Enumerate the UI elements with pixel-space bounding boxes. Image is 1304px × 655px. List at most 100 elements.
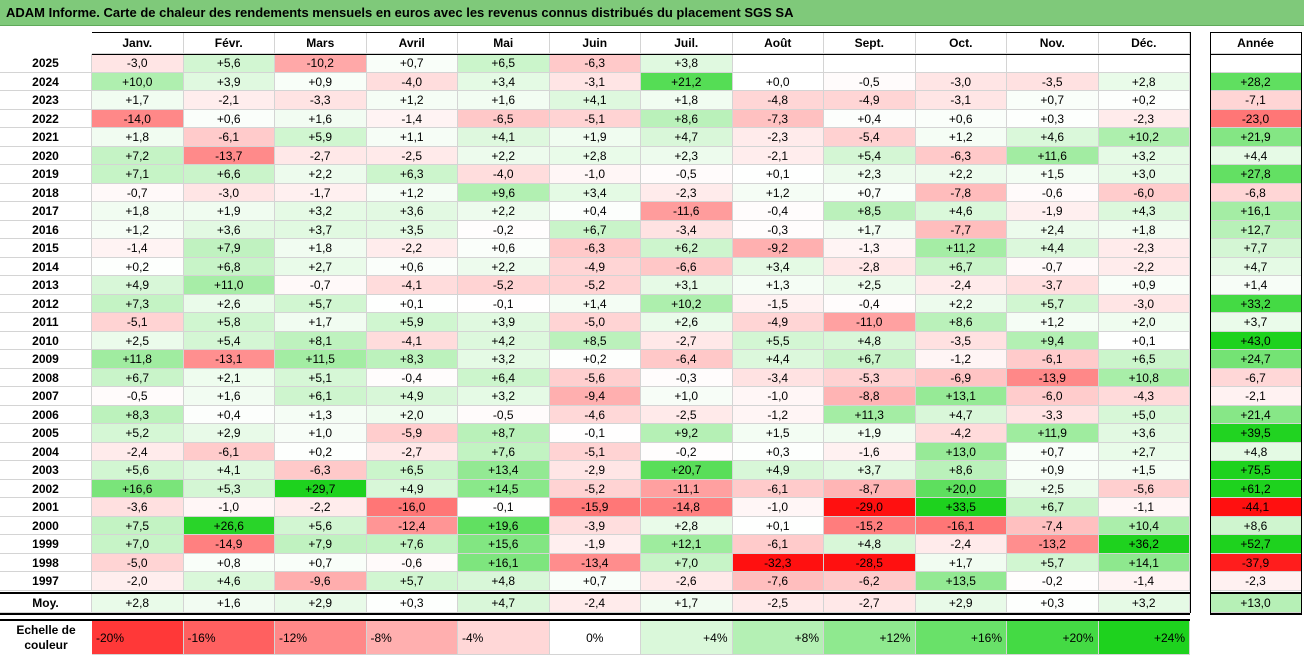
heatmap-cell: -6,4: [641, 350, 733, 369]
heatmap-cell: +2,8: [641, 516, 733, 535]
heatmap-cell: -2,5: [366, 146, 458, 165]
heatmap-cell: +4,8: [458, 572, 550, 591]
scale-swatch: +20%: [1007, 620, 1099, 655]
heatmap-cell: +0,8: [183, 553, 275, 572]
heatmap-cell: +20,7: [641, 461, 733, 480]
average-cell: +0,3: [1007, 592, 1099, 613]
year-label: 2021: [0, 128, 92, 147]
heatmap-cell: +2,5: [824, 276, 916, 295]
heatmap-cell: +1,8: [92, 202, 184, 221]
heatmap-cell: -0,3: [732, 220, 824, 239]
annual-cell: +16,1: [1210, 202, 1302, 221]
heatmap-cell: [1007, 54, 1099, 73]
heatmap-cell: -14,9: [183, 535, 275, 554]
heatmap-cell: +8,5: [549, 331, 641, 350]
heatmap-cell: +4,6: [1007, 128, 1099, 147]
heatmap-cell: +2,0: [1098, 313, 1190, 332]
heatmap-cell: +6,5: [458, 54, 550, 73]
heatmap-cell: -6,1: [732, 479, 824, 498]
heatmap-cell: +5,5: [732, 331, 824, 350]
heatmap-cell: -1,2: [915, 350, 1007, 369]
heatmap-cell: -5,3: [824, 368, 916, 387]
heatmap-cell: -6,2: [824, 572, 916, 591]
heatmap-cell: +2,5: [92, 331, 184, 350]
month-header: Avril: [366, 32, 458, 54]
heatmap-cell: +2,2: [458, 257, 550, 276]
month-header: Janv.: [92, 32, 184, 54]
average-cell: +1,7: [641, 592, 733, 613]
heatmap-cell: +6,6: [183, 165, 275, 184]
heatmap-cell: -0,7: [275, 276, 367, 295]
heatmap-cell: -0,7: [92, 183, 184, 202]
heatmap-cell: +4,1: [458, 128, 550, 147]
heatmap-cell: -3,0: [1098, 294, 1190, 313]
heatmap-cell: +1,2: [1007, 313, 1099, 332]
heatmap-cell: +8,6: [915, 461, 1007, 480]
heatmap-cell: +1,7: [92, 91, 184, 110]
heatmap-cell: +4,6: [183, 572, 275, 591]
heatmap-cell: -13,4: [549, 553, 641, 572]
average-cell: +1,6: [183, 592, 275, 613]
heatmap-cell: -6,3: [275, 461, 367, 480]
heatmap-cell: -1,0: [183, 498, 275, 517]
heatmap-cell: +3,2: [458, 387, 550, 406]
heatmap-cell: -0,2: [458, 220, 550, 239]
heatmap-cell: +6,3: [366, 165, 458, 184]
heatmap-cell: -7,6: [732, 572, 824, 591]
heatmap-cell: +21,2: [641, 72, 733, 91]
heatmap-cell: +0,1: [366, 294, 458, 313]
year-label: 2003: [0, 461, 92, 480]
annual-cell: +33,2: [1210, 294, 1302, 313]
heatmap-cell: +5,8: [183, 313, 275, 332]
heatmap-cell: +1,7: [275, 313, 367, 332]
heatmap-cell: -4,0: [366, 72, 458, 91]
heatmap-cell: +6,7: [824, 350, 916, 369]
heatmap-cell: +5,2: [92, 424, 184, 443]
heatmap-cell: +8,3: [92, 405, 184, 424]
heatmap-cell: -6,3: [549, 239, 641, 258]
heatmap-cell: +16,1: [458, 553, 550, 572]
heatmap-cell: +1,2: [366, 91, 458, 110]
heatmap-cell: -9,6: [275, 572, 367, 591]
scale-swatch: -20%: [92, 620, 184, 655]
heatmap-cell: +8,6: [641, 109, 733, 128]
heatmap-cell: +3,4: [458, 72, 550, 91]
page-title: ADAM Informe. Carte de chaleur des rende…: [0, 0, 1304, 26]
year-label: 2022: [0, 109, 92, 128]
heatmap-cell: +0,4: [824, 109, 916, 128]
annual-cell: +24,7: [1210, 350, 1302, 369]
heatmap-cell: +2,6: [183, 294, 275, 313]
month-header: Sept.: [824, 32, 916, 54]
heatmap-cell: +13,1: [915, 387, 1007, 406]
heatmap-cell: -0,5: [641, 165, 733, 184]
heatmap-cell: +3,8: [641, 54, 733, 73]
heatmap-cell: -0,6: [1007, 183, 1099, 202]
heatmap-cell: +5,1: [275, 368, 367, 387]
heatmap-cell: +1,5: [732, 424, 824, 443]
heatmap-cell: +1,9: [824, 424, 916, 443]
heatmap-cell: -0,6: [366, 553, 458, 572]
year-label: 2018: [0, 183, 92, 202]
heatmap-cell: -2,4: [92, 442, 184, 461]
heatmap-cell: +5,4: [824, 146, 916, 165]
annual-cell: +12,7: [1210, 220, 1302, 239]
annual-cell: +28,2: [1210, 72, 1302, 91]
heatmap-cell: +7,6: [366, 535, 458, 554]
heatmap-cell: +1,2: [732, 183, 824, 202]
heatmap-cell: +5,7: [1007, 294, 1099, 313]
heatmap-cell: +4,7: [915, 405, 1007, 424]
heatmap-cell: +0,2: [275, 442, 367, 461]
year-label: 2004: [0, 442, 92, 461]
heatmap-cell: +3,5: [366, 220, 458, 239]
heatmap-cell: -9,2: [732, 239, 824, 258]
year-label: 2023: [0, 91, 92, 110]
heatmap-cell: +1,6: [275, 109, 367, 128]
heatmap-cell: +1,0: [275, 424, 367, 443]
heatmap-cell: -0,5: [824, 72, 916, 91]
heatmap-cell: -7,4: [1007, 516, 1099, 535]
annual-header: Année: [1210, 32, 1302, 54]
month-header: Déc.: [1098, 32, 1190, 54]
heatmap-cell: +13,4: [458, 461, 550, 480]
heatmap-cell: +1,8: [1098, 220, 1190, 239]
